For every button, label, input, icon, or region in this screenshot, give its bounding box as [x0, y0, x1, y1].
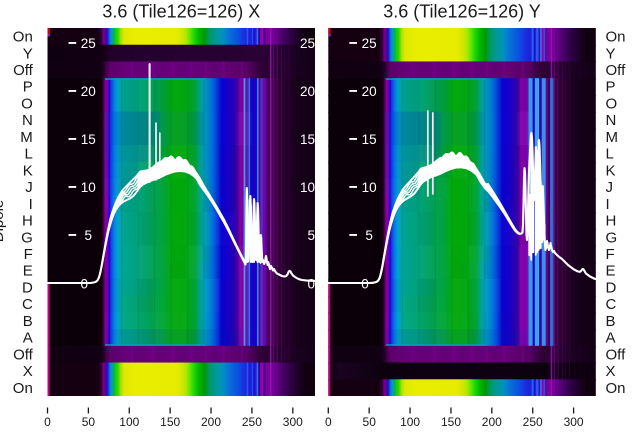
- svg-text:0: 0: [325, 415, 332, 429]
- svg-text:0: 0: [307, 277, 315, 292]
- svg-text:100: 100: [119, 415, 139, 429]
- svg-text:5: 5: [307, 228, 315, 243]
- svg-text:H: H: [606, 213, 617, 230]
- svg-text:On: On: [606, 380, 626, 397]
- svg-text:C: C: [606, 296, 617, 313]
- svg-text:On: On: [13, 29, 33, 46]
- svg-text:25: 25: [81, 36, 96, 51]
- svg-text:Off: Off: [606, 62, 627, 79]
- svg-text:D: D: [22, 280, 33, 297]
- svg-text:10: 10: [300, 180, 315, 195]
- svg-text:150: 150: [441, 415, 461, 429]
- svg-text:3.6 (Tile126=126) X: 3.6 (Tile126=126) X: [102, 2, 260, 22]
- svg-text:P: P: [606, 79, 616, 96]
- svg-text:On: On: [606, 29, 626, 46]
- svg-text:Dipole: Dipole: [0, 200, 7, 243]
- svg-text:0: 0: [44, 415, 51, 429]
- svg-text:F: F: [24, 246, 33, 263]
- svg-text:5: 5: [85, 228, 93, 243]
- svg-text:H: H: [22, 213, 33, 230]
- svg-text:L: L: [606, 146, 614, 163]
- svg-text:25: 25: [362, 36, 377, 51]
- svg-text:Off: Off: [13, 346, 34, 363]
- svg-text:3.6 (Tile126=126) Y: 3.6 (Tile126=126) Y: [383, 2, 541, 22]
- svg-text:I: I: [606, 196, 610, 213]
- svg-text:X: X: [23, 363, 33, 380]
- svg-text:O: O: [606, 96, 618, 113]
- svg-text:0: 0: [80, 277, 88, 292]
- svg-text:B: B: [23, 313, 33, 330]
- svg-text:25: 25: [300, 36, 315, 51]
- svg-text:300: 300: [564, 415, 584, 429]
- svg-text:5: 5: [365, 228, 373, 243]
- svg-text:20: 20: [362, 84, 377, 99]
- svg-text:E: E: [606, 263, 616, 280]
- svg-text:15: 15: [300, 132, 315, 147]
- svg-text:200: 200: [482, 415, 502, 429]
- svg-text:D: D: [606, 280, 617, 297]
- svg-text:300: 300: [283, 415, 303, 429]
- svg-text:G: G: [606, 229, 618, 246]
- svg-text:N: N: [606, 112, 617, 129]
- svg-text:I: I: [29, 196, 33, 213]
- svg-text:A: A: [23, 330, 33, 347]
- svg-text:200: 200: [201, 415, 221, 429]
- svg-text:Y: Y: [23, 45, 33, 62]
- svg-text:Off: Off: [606, 346, 627, 363]
- svg-text:Y: Y: [606, 45, 616, 62]
- svg-text:250: 250: [242, 415, 262, 429]
- svg-text:N: N: [22, 112, 33, 129]
- svg-text:20: 20: [300, 84, 315, 99]
- svg-text:10: 10: [81, 180, 96, 195]
- svg-text:15: 15: [81, 132, 96, 147]
- svg-text:J: J: [25, 179, 33, 196]
- svg-text:10: 10: [362, 180, 377, 195]
- svg-text:M: M: [606, 129, 619, 146]
- svg-text:O: O: [21, 96, 33, 113]
- svg-text:Off: Off: [13, 62, 34, 79]
- svg-text:X: X: [606, 363, 616, 380]
- svg-text:C: C: [22, 296, 33, 313]
- svg-text:K: K: [606, 162, 616, 179]
- svg-text:L: L: [24, 146, 32, 163]
- svg-text:0: 0: [361, 277, 369, 292]
- svg-text:M: M: [20, 129, 33, 146]
- svg-text:A: A: [606, 330, 616, 347]
- svg-text:J: J: [606, 179, 614, 196]
- svg-text:150: 150: [160, 415, 180, 429]
- svg-text:E: E: [23, 263, 33, 280]
- svg-text:50: 50: [82, 415, 96, 429]
- svg-text:B: B: [606, 313, 616, 330]
- svg-text:250: 250: [523, 415, 543, 429]
- svg-text:On: On: [13, 380, 33, 397]
- svg-text:15: 15: [362, 132, 377, 147]
- svg-text:P: P: [23, 79, 33, 96]
- svg-text:F: F: [606, 246, 615, 263]
- svg-text:50: 50: [363, 415, 377, 429]
- svg-text:20: 20: [81, 84, 96, 99]
- svg-text:G: G: [21, 229, 33, 246]
- svg-text:K: K: [23, 162, 33, 179]
- svg-text:100: 100: [400, 415, 420, 429]
